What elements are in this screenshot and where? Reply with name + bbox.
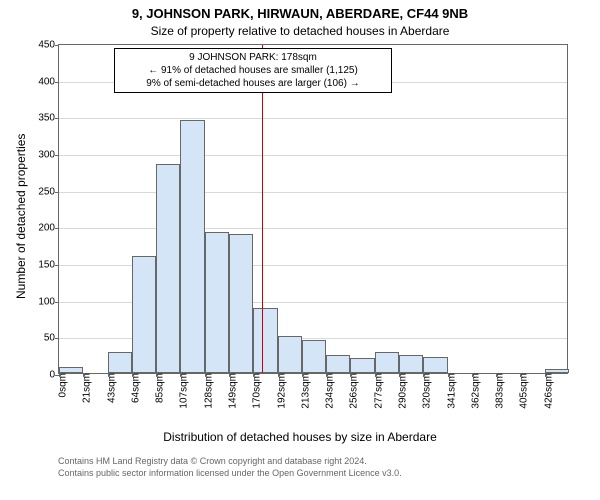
- x-tick-label: 383sqm: [493, 373, 506, 409]
- histogram-bar: [132, 256, 156, 373]
- histogram-bar: [108, 352, 132, 373]
- histogram-bar: [399, 355, 423, 373]
- x-axis-label: Distribution of detached houses by size …: [0, 430, 600, 444]
- grid-line: [59, 192, 567, 193]
- histogram-bar: [302, 340, 326, 373]
- chart-title: 9, JOHNSON PARK, HIRWAUN, ABERDARE, CF44…: [0, 6, 600, 21]
- annotation-line-2: ← 91% of detached houses are smaller (1,…: [119, 64, 387, 77]
- x-tick-label: 85sqm: [153, 373, 166, 403]
- annotation-line-3: 9% of semi-detached houses are larger (1…: [119, 77, 387, 90]
- x-tick-label: 256sqm: [347, 373, 360, 409]
- reference-line: [262, 45, 263, 373]
- x-tick-label: 64sqm: [128, 373, 141, 403]
- y-tick-label: 250: [38, 186, 59, 197]
- histogram-bar: [375, 352, 399, 373]
- annotation-box: 9 JOHNSON PARK: 178sqm ← 91% of detached…: [114, 48, 392, 93]
- histogram-bar: [180, 120, 204, 373]
- histogram-bar: [423, 357, 447, 373]
- x-tick-label: 170sqm: [250, 373, 263, 409]
- x-tick-label: 43sqm: [104, 373, 117, 403]
- histogram-bar: [205, 232, 229, 373]
- x-tick-label: 107sqm: [177, 373, 190, 409]
- y-tick-label: 450: [38, 40, 59, 51]
- x-tick-label: 213sqm: [298, 373, 311, 409]
- x-tick-label: 21sqm: [80, 373, 93, 403]
- x-tick-label: 277sqm: [371, 373, 384, 409]
- grid-line: [59, 118, 567, 119]
- x-tick-label: 405sqm: [517, 373, 530, 409]
- x-tick-label: 341sqm: [444, 373, 457, 409]
- y-tick-label: 50: [44, 333, 59, 344]
- y-tick-label: 300: [38, 150, 59, 161]
- plot-area: 0501001502002503003504004500sqm21sqm43sq…: [58, 44, 568, 374]
- footer-text: Contains HM Land Registry data © Crown c…: [58, 456, 402, 479]
- x-tick-label: 0sqm: [56, 373, 69, 397]
- histogram-bar: [156, 164, 180, 373]
- x-tick-label: 362sqm: [468, 373, 481, 409]
- y-tick-label: 350: [38, 113, 59, 124]
- x-tick-label: 192sqm: [274, 373, 287, 409]
- histogram-bar: [253, 308, 277, 373]
- x-tick-label: 234sqm: [323, 373, 336, 409]
- chart-subtitle: Size of property relative to detached ho…: [0, 24, 600, 38]
- footer-line-1: Contains HM Land Registry data © Crown c…: [58, 456, 402, 468]
- histogram-bar: [229, 234, 253, 373]
- y-tick-label: 100: [38, 296, 59, 307]
- x-tick-label: 426sqm: [541, 373, 554, 409]
- y-tick-label: 400: [38, 76, 59, 87]
- y-tick-label: 200: [38, 223, 59, 234]
- x-tick-label: 320sqm: [420, 373, 433, 409]
- histogram-bar: [350, 358, 374, 373]
- grid-line: [59, 155, 567, 156]
- histogram-bar: [278, 336, 302, 373]
- x-tick-label: 149sqm: [226, 373, 239, 409]
- y-axis-label: Number of detached properties: [14, 134, 28, 299]
- annotation-line-1: 9 JOHNSON PARK: 178sqm: [119, 51, 387, 64]
- x-tick-label: 128sqm: [201, 373, 214, 409]
- histogram-bar: [326, 355, 350, 373]
- y-tick-label: 150: [38, 260, 59, 271]
- x-tick-label: 290sqm: [396, 373, 409, 409]
- grid-line: [59, 228, 567, 229]
- footer-line-2: Contains public sector information licen…: [58, 468, 402, 480]
